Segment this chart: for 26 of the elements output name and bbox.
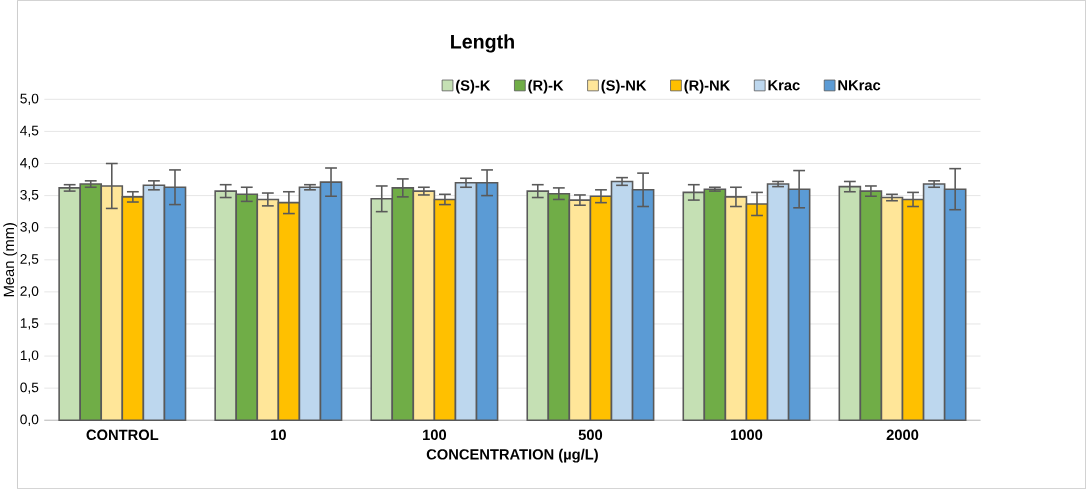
legend-label: (R)-NK	[684, 79, 731, 94]
x-tick-label: 100	[423, 429, 447, 440]
y-tick-label: 1,0	[20, 350, 39, 362]
y-tick-label: 2,5	[20, 254, 39, 266]
chart-title: Length	[451, 34, 514, 53]
legend-label: Krac	[768, 80, 800, 91]
legend-label: (S)-NK	[601, 79, 647, 94]
y-tick-label: 0,0	[20, 414, 39, 426]
y-tick-label: 1,5	[20, 318, 39, 330]
y-tick-label: 3,0	[20, 221, 39, 234]
y-tick-label: 4,5	[20, 125, 39, 137]
y-tick-label: 3,5	[20, 189, 39, 202]
x-tick-label: CONTROL	[86, 429, 159, 440]
y-tick-label: 0,5	[20, 382, 39, 394]
legend-label: NKrac	[838, 80, 881, 91]
x-tick-label: 2000	[886, 429, 919, 440]
y-tick-label: 4,0	[20, 157, 39, 170]
legend-label: (S)-K	[456, 79, 491, 94]
legend-label: (R)-K	[528, 79, 564, 94]
x-tick-label: 500	[578, 429, 603, 440]
x-tick-label: 10	[271, 429, 286, 440]
x-axis-title: CONCENTRATION (µg/L)	[426, 448, 598, 463]
x-tick-label: 1000	[731, 429, 763, 440]
y-tick-label: 5,0	[20, 93, 39, 105]
y-axis-title: Mean (mm)	[3, 223, 17, 297]
y-tick-label: 2,0	[20, 286, 39, 298]
